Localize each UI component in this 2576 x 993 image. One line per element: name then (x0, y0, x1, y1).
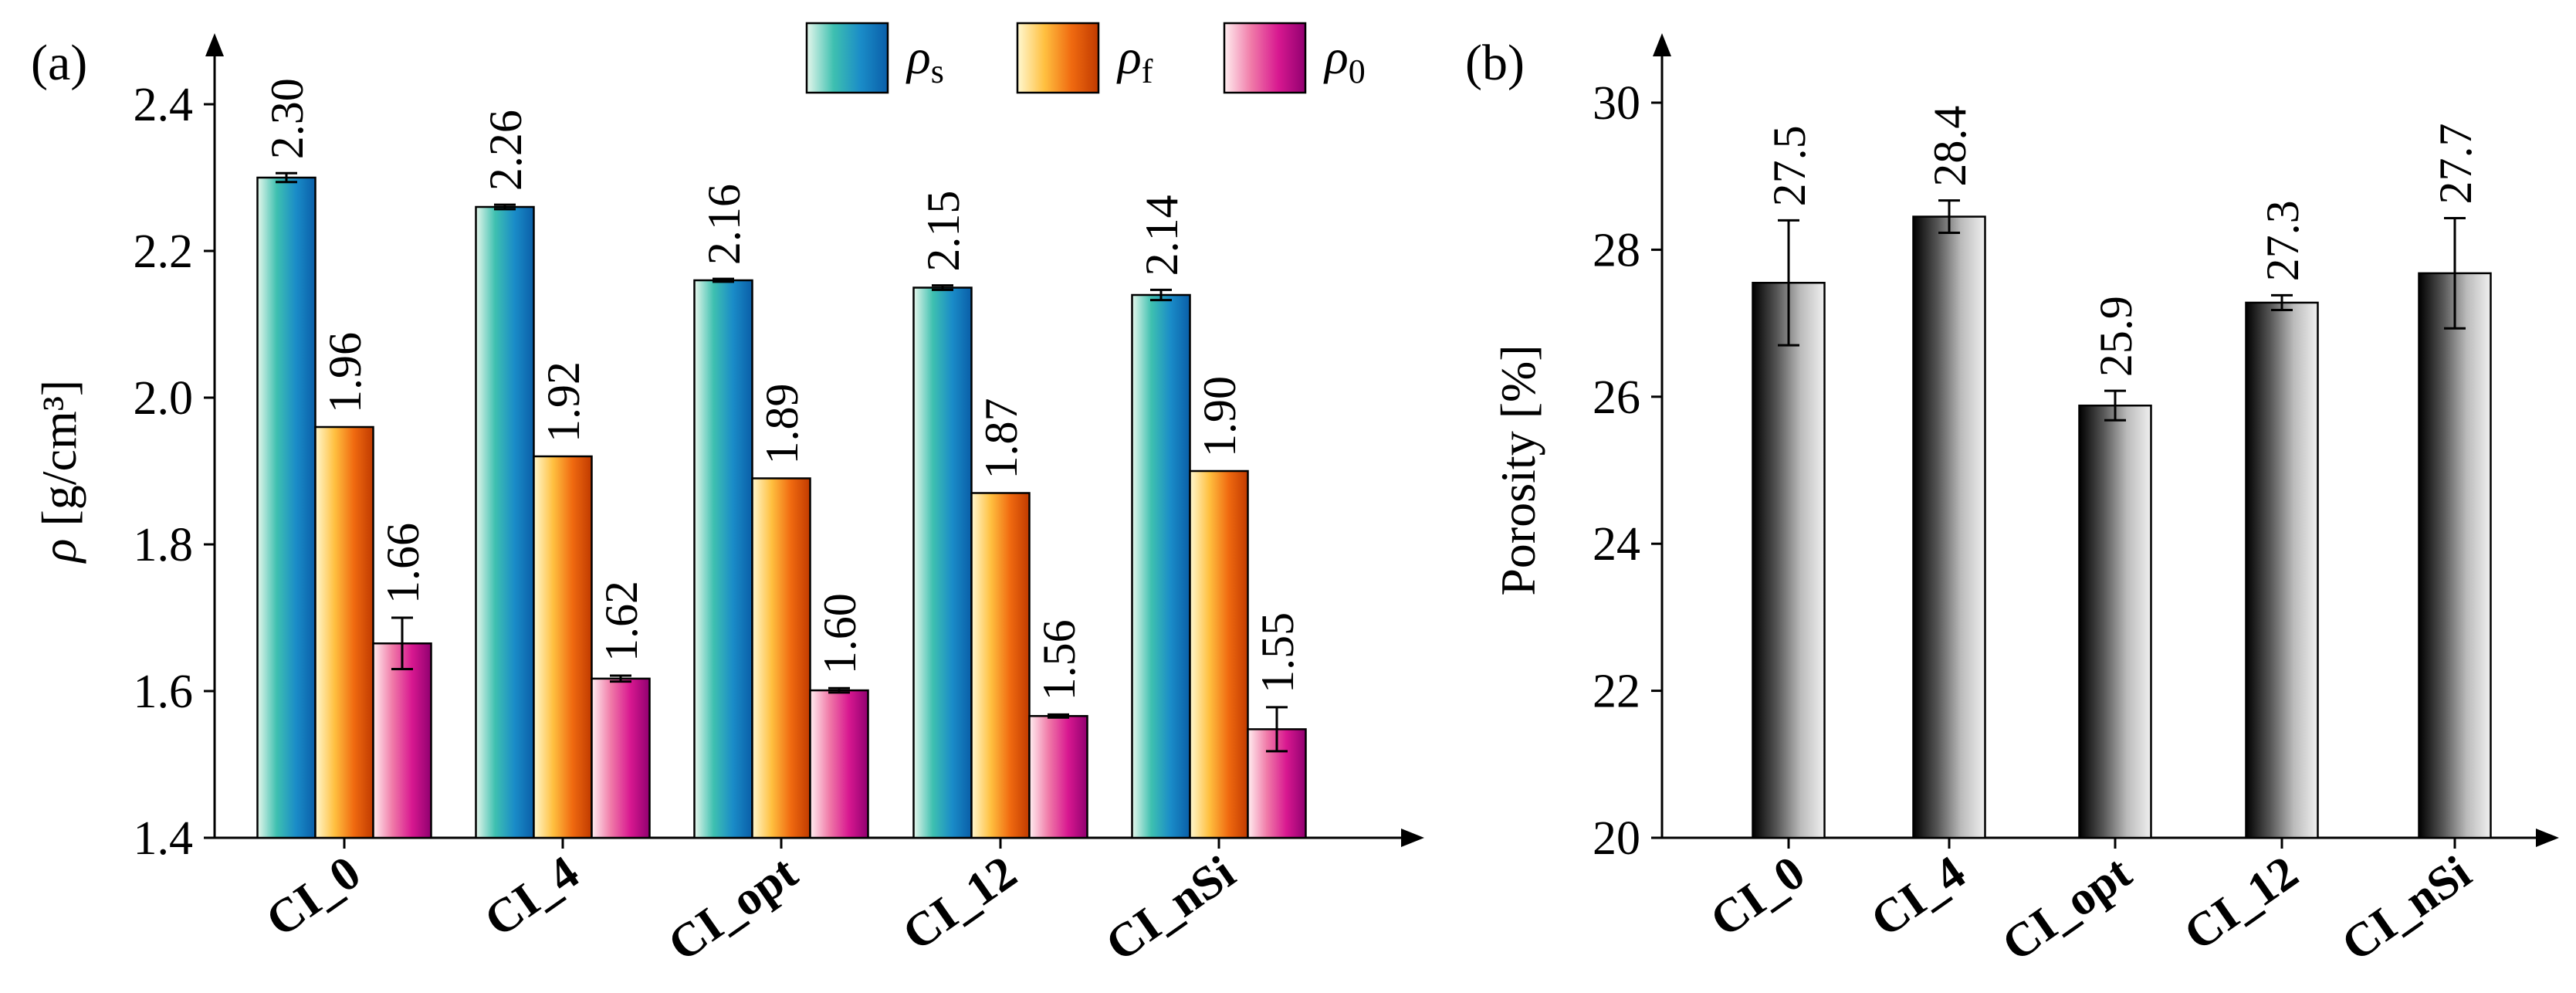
data-label: 2.30 (262, 78, 313, 159)
y-tick-label: 26 (1593, 371, 1640, 424)
bar (1752, 281, 1826, 839)
legend-swatch (805, 22, 889, 94)
x-category-label: CI_nSi (2333, 846, 2480, 971)
y-axis-arrow (205, 33, 224, 56)
data-label: 1.96 (320, 332, 371, 413)
bar (475, 205, 535, 839)
bar (2418, 272, 2492, 839)
data-label: 2.26 (480, 110, 531, 191)
x-category-label: CI_nSi (1097, 846, 1244, 971)
bar (1189, 469, 1249, 839)
bar (1131, 293, 1191, 839)
data-label: 27.7 (2430, 123, 2481, 204)
data-label: 2.15 (918, 191, 969, 272)
data-label: 25.9 (2090, 296, 2141, 377)
y-tick-label: 24 (1593, 518, 1640, 571)
x-category-label: CI_4 (1862, 846, 1975, 947)
y-tick-label: 20 (1593, 812, 1640, 865)
x-category-label: CI_opt (659, 846, 807, 972)
data-label: 27.5 (1764, 125, 1815, 206)
data-label: 1.55 (1252, 612, 1303, 693)
bar (912, 286, 973, 839)
x-category-label: CI_0 (257, 846, 370, 947)
data-label: 1.60 (814, 593, 865, 674)
legend-label: ρs (905, 29, 944, 90)
y-tick-label: 1.8 (134, 519, 194, 571)
data-label: 28.4 (1924, 106, 1975, 187)
legend-label: ρ0 (1323, 29, 1366, 90)
data-label: 27.3 (2257, 200, 2308, 281)
data-label: 1.87 (976, 398, 1027, 480)
y-tick-label: 2.0 (134, 372, 194, 425)
y-tick-label: 1.4 (134, 812, 194, 865)
panel-label: (b) (1465, 35, 1525, 91)
y-tick-label: 22 (1593, 666, 1640, 718)
y-tick-label: 1.6 (134, 666, 194, 718)
x-axis-arrow (2536, 829, 2559, 847)
x-category-label: CI_4 (476, 846, 588, 947)
bar (533, 455, 593, 839)
data-label: 1.56 (1034, 619, 1085, 700)
data-label: 2.16 (699, 184, 750, 265)
x-category-label: CI_12 (2175, 846, 2307, 961)
bar (1028, 715, 1088, 839)
y-tick-label: 2.4 (134, 79, 194, 131)
bar (372, 642, 432, 839)
data-label: 1.89 (757, 384, 807, 465)
y-axis-title: Porosity [%] (1491, 344, 1545, 595)
legend-label: ρf (1116, 29, 1153, 90)
data-label: 1.90 (1194, 376, 1245, 457)
bar (1912, 215, 1986, 839)
data-label: 1.92 (538, 361, 589, 442)
y-tick-label: 2.2 (134, 225, 194, 278)
bar (809, 689, 869, 839)
x-category-label: CI_opt (1993, 846, 2141, 972)
data-label: 2.14 (1136, 195, 1187, 276)
y-tick-label: 28 (1593, 224, 1640, 276)
data-label: 1.66 (377, 523, 428, 604)
panel-label: (a) (31, 35, 87, 91)
legend-swatch (1223, 22, 1307, 94)
y-axis-title: ρ [g/cm³] (32, 380, 86, 564)
bar (2245, 301, 2319, 839)
x-category-label: CI_0 (1701, 846, 1814, 947)
bar (2078, 404, 2152, 839)
x-axis-arrow (1401, 829, 1424, 847)
legend-swatch (1016, 22, 1100, 94)
bar (591, 677, 651, 839)
y-axis-arrow (1653, 33, 1671, 56)
data-label: 1.62 (596, 581, 647, 662)
bar (256, 176, 316, 839)
legend: ρs ρf ρ0 (805, 22, 1366, 94)
bar (693, 279, 753, 839)
bar (970, 492, 1031, 839)
x-category-label: CI_12 (893, 846, 1026, 961)
chart-panel-b: (b) 20 22 24 26 28 30 Porosity [%] CI_0 27.5 CI_4 2… (1465, 33, 2559, 971)
bar (751, 477, 811, 839)
bar (314, 425, 374, 839)
chart-panel-a: (a) 1.4 1.6 1.8 2.0 2.2 2.4 ρ [g/cm³] CI_0 2.30 1.… (31, 22, 1424, 972)
y-tick-label: 30 (1593, 77, 1640, 130)
